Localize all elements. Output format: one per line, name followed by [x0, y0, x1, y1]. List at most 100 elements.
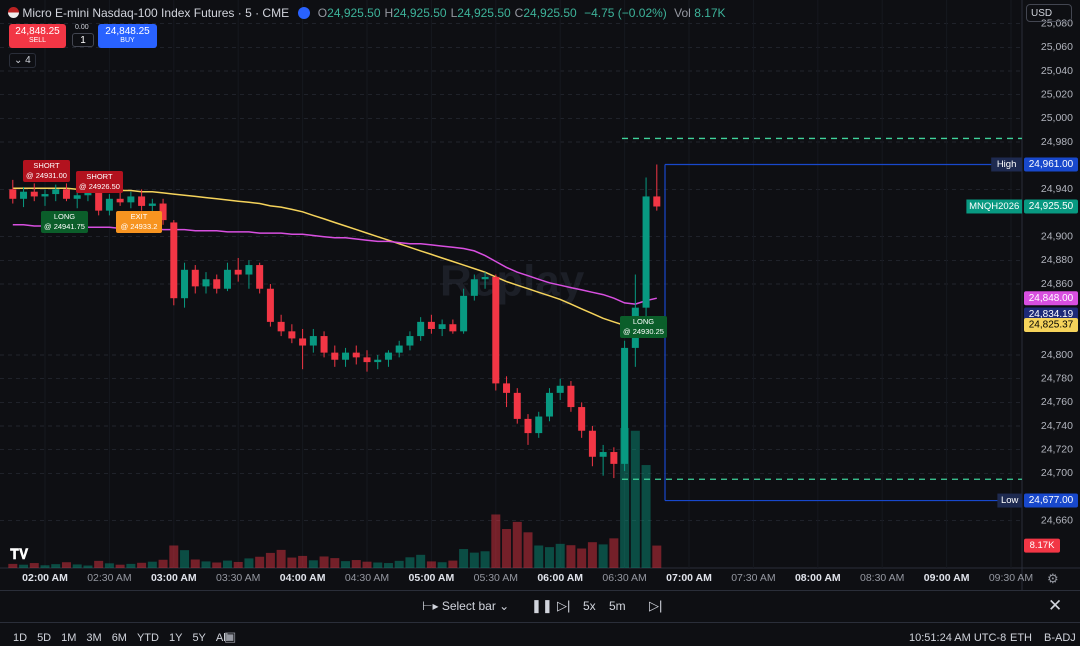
volume-bar — [652, 545, 662, 568]
x-tick-label: 08:30 AM — [860, 572, 904, 584]
range-button[interactable]: 3M — [86, 632, 102, 644]
buy-price: 24,848.25 — [105, 26, 150, 37]
volume-bar — [620, 428, 630, 568]
volume-bar — [383, 563, 393, 568]
quantity[interactable]: 1 — [72, 33, 94, 47]
y-tick-label: 24,860 — [1041, 278, 1073, 290]
price-label-bg — [1024, 317, 1078, 332]
sell-button[interactable]: 24,848.25 SELL — [9, 24, 66, 48]
ohlc-value: 24,925.50 — [327, 6, 381, 20]
marker-price: @ 24926.50 — [79, 182, 120, 191]
adjustment[interactable]: B-ADJ — [1044, 632, 1076, 644]
range-button[interactable]: 1Y — [168, 632, 183, 644]
range-button[interactable]: All — [215, 632, 229, 644]
range-button[interactable]: 1M — [61, 632, 77, 644]
clock: 10:51:24 AM UTC-8 — [909, 632, 1007, 644]
replay-icon[interactable] — [298, 7, 311, 19]
price-label-bg — [1024, 199, 1078, 214]
indicators-toggle[interactable]: ⌄ 4 — [9, 53, 36, 68]
currency[interactable]: USD — [1026, 4, 1072, 22]
step-button[interactable]: ▷| — [557, 598, 571, 613]
volume-bar — [104, 563, 114, 568]
price-label: 24,961.00 — [1029, 159, 1074, 170]
candle-body — [481, 276, 489, 280]
trade-marker: SHORT @ 24926.50 — [76, 171, 123, 193]
volume-key: Vol — [674, 6, 691, 20]
volume-label-bg — [1024, 538, 1060, 553]
range-button[interactable]: 5D — [37, 632, 52, 644]
volume-bar — [448, 560, 458, 568]
candle-body — [406, 336, 414, 346]
x-tick-label: 05:30 AM — [474, 572, 518, 584]
candle-body — [73, 195, 81, 199]
settings-icon[interactable]: ⚙ — [1047, 571, 1059, 586]
range-button[interactable]: 6M — [111, 632, 127, 644]
candle-body — [374, 359, 382, 363]
volume-bar — [512, 521, 522, 568]
volume-bar — [276, 549, 286, 568]
volume-bar — [212, 562, 222, 568]
marker-price: @ 24933.2 — [120, 222, 158, 231]
y-tick-label: 25,060 — [1041, 41, 1073, 53]
candle-body — [191, 269, 199, 287]
volume-bar — [426, 561, 436, 568]
candle-body — [202, 279, 210, 287]
candle-body — [599, 452, 607, 457]
candle-body — [127, 196, 135, 203]
ohlc-value: 24,925.50 — [457, 6, 511, 20]
x-tick-label: 06:30 AM — [602, 572, 646, 584]
date-range-icon[interactable]: ▣ — [224, 629, 237, 644]
price-label: 24,834.19 — [1029, 309, 1074, 320]
price-label: 24,848.00 — [1029, 293, 1074, 304]
candle-body — [181, 269, 189, 299]
candle-body — [653, 196, 661, 207]
volume-bar — [255, 556, 265, 568]
candle-body — [535, 416, 543, 434]
y-tick-label: 24,660 — [1041, 514, 1073, 526]
candle-body — [116, 198, 124, 203]
range-button[interactable]: 1D — [13, 632, 28, 644]
background — [0, 0, 1080, 590]
x-tick-label: 03:00 AM — [151, 572, 197, 584]
candle-body — [578, 407, 586, 431]
sell-price: 24,848.25 — [15, 26, 60, 37]
range-button[interactable]: 5Y — [192, 632, 206, 644]
select-bar[interactable]: ⊢▸ Select bar ⌄ — [422, 599, 510, 613]
x-tick-label: 02:30 AM — [87, 572, 131, 584]
interval-button[interactable]: 5m — [609, 599, 626, 613]
ohlc: O24,925.50 H24,925.50 L24,925.50 C24,925.50 — [314, 6, 577, 20]
volume-bar — [115, 564, 125, 568]
buy-button[interactable]: 24,848.25 BUY — [98, 24, 157, 48]
candle-body — [513, 392, 521, 419]
candle-body — [223, 269, 231, 289]
speed-button[interactable]: 5x — [583, 599, 596, 613]
x-tick-label: 08:00 AM — [795, 572, 841, 584]
pause-button[interactable]: ❚❚ — [531, 598, 553, 613]
volume-bar — [555, 543, 565, 568]
price-label: 24,825.37 — [1029, 320, 1074, 331]
marker-label: SHORT — [33, 161, 60, 170]
y-tick-label: 24,760 — [1041, 396, 1073, 408]
volume-bar — [630, 430, 640, 568]
jump-button[interactable]: ▷| — [649, 598, 663, 613]
volume-bar — [523, 532, 533, 568]
range-button[interactable]: YTD — [136, 632, 159, 644]
session[interactable]: ETH — [1010, 632, 1032, 644]
price-label-name: MNQH2026 — [969, 201, 1019, 212]
candle-body — [41, 194, 49, 197]
replay-bar: ⊢▸ Select bar ⌄ ❚❚ ▷| 5x 5m ▷| ✕ — [0, 590, 1080, 623]
change: −4.75 (−0.02%) — [584, 6, 667, 20]
ohlc-value: 24,925.50 — [393, 6, 447, 20]
marker-price: @ 24931.00 — [26, 171, 67, 180]
x-tick-label: 09:00 AM — [924, 572, 970, 584]
volume-bar — [308, 560, 318, 568]
x-tick-label: 06:00 AM — [537, 572, 583, 584]
volume-bar — [330, 558, 340, 568]
trade-marker: SHORT @ 24931.00 — [23, 160, 70, 182]
candle-body — [621, 347, 629, 464]
volume-bar — [394, 560, 404, 568]
candle-body — [470, 279, 478, 296]
symbol[interactable]: Micro E-mini Nasdaq-100 Index Futures · … — [22, 6, 290, 20]
close-replay[interactable]: ✕ — [1048, 596, 1063, 615]
volume-bar — [201, 561, 211, 568]
